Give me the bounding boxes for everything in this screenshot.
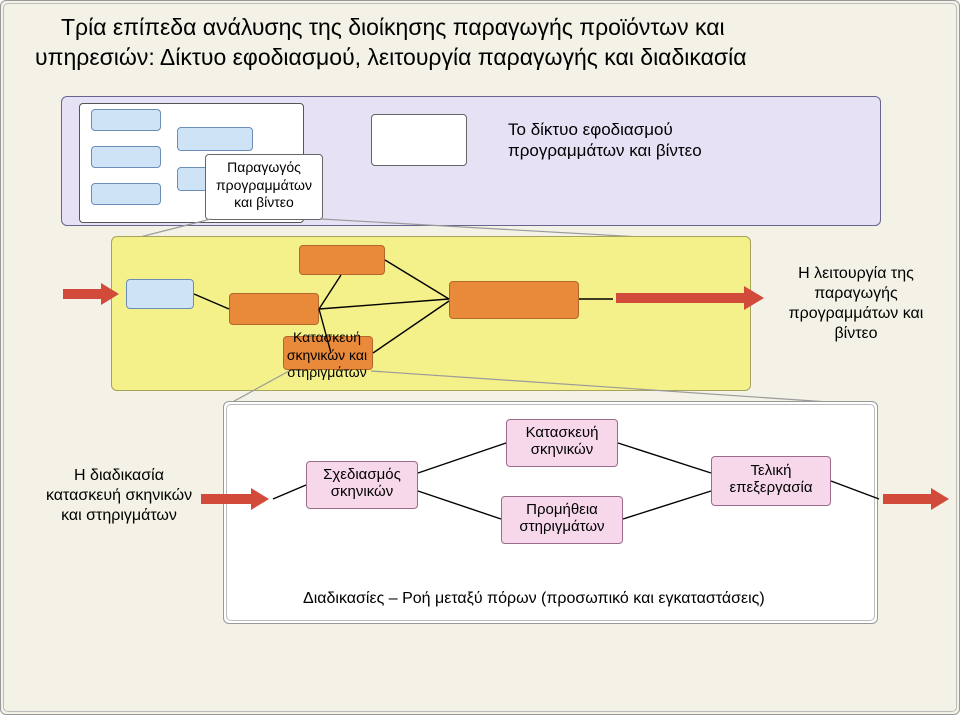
panel2-orange xyxy=(449,281,579,319)
panel3-lt-l2: κατασκευή σκηνικών xyxy=(29,486,209,506)
panel2-label-l1: Κατασκευή xyxy=(257,329,397,347)
panel3-build-l2: σκηνικών xyxy=(507,441,617,458)
panel1-producer-box: Παραγωγός προγραμμάτων και βίντεο xyxy=(205,154,323,220)
panel2-label-l2: σκηνικών και xyxy=(257,347,397,365)
panel3-supply-l1: Προμήθεια xyxy=(502,501,622,518)
panel2-rt-l3: προγραμμάτων και xyxy=(771,304,941,324)
producer-label-3: και βίντεο xyxy=(206,194,322,212)
panel2-rt-l4: βίντεο xyxy=(771,324,941,344)
panel3-caption: Διαδικασίες – Ροή μεταξύ πόρων (προσωπικ… xyxy=(303,589,765,609)
panel2-right-text: Η λειτουργία της παραγωγής προγραμμάτων … xyxy=(771,264,941,344)
panel1-smallbox xyxy=(91,146,161,168)
panel3-box-build: Κατασκευή σκηνικών xyxy=(506,419,618,467)
producer-label-2: προγραμμάτων xyxy=(206,177,322,195)
panel3-supply-l2: στηριγμάτων xyxy=(502,518,622,535)
panel3-final-l1: Τελική xyxy=(712,462,830,479)
slide-title-line1: Τρία επίπεδα ανάλυσης της διοίκησης παρα… xyxy=(61,13,725,42)
panel1-right-text: Το δίκτυο εφοδιασμού προγραμμάτων και βί… xyxy=(508,119,702,162)
panel2-orange xyxy=(299,245,385,275)
panel3-box-final: Τελική επεξεργασία xyxy=(711,456,831,506)
panel1-smallbox xyxy=(177,127,253,151)
panel1-smallbox xyxy=(91,183,161,205)
panel-operation xyxy=(111,236,751,391)
panel3-box-supply: Προμήθεια στηριγμάτων xyxy=(501,496,623,544)
panel3-design-l2: σκηνικών xyxy=(307,483,417,500)
panel1-smallbox xyxy=(91,109,161,131)
panel2-rt-l1: Η λειτουργία της xyxy=(771,264,941,284)
panel2-left-blue xyxy=(126,279,194,309)
slide-outer: Τρία επίπεδα ανάλυσης της διοίκησης παρα… xyxy=(0,0,960,715)
panel2-rt-l2: παραγωγής xyxy=(771,284,941,304)
panel2-orange xyxy=(229,293,319,325)
panel3-lt-l1: Η διαδικασία xyxy=(29,466,209,486)
slide-title-line2: υπηρεσιών: Δίκτυο εφοδιασμού, λειτουργία… xyxy=(35,43,747,72)
panel3-final-l2: επεξεργασία xyxy=(712,479,830,496)
panel3-build-l1: Κατασκευή xyxy=(507,424,617,441)
panel3-lt-l3: και στηριγμάτων xyxy=(29,506,209,526)
panel1-right-text-l1: Το δίκτυο εφοδιασμού xyxy=(508,119,702,140)
panel2-label-l3: στηριγμάτων xyxy=(257,364,397,382)
panel2-label-box: Κατασκευή σκηνικών και στηριγμάτων xyxy=(257,329,397,382)
panel3-design-l1: Σχεδιασμός xyxy=(307,466,417,483)
panel1-right-text-l2: προγραμμάτων και βίντεο xyxy=(508,140,702,161)
panel3-left-text: Η διαδικασία κατασκευή σκηνικών και στηρ… xyxy=(29,466,209,526)
panel1-right-whitebox xyxy=(371,114,467,166)
producer-label-1: Παραγωγός xyxy=(206,159,322,177)
panel3-box-design: Σχεδιασμός σκηνικών xyxy=(306,461,418,509)
